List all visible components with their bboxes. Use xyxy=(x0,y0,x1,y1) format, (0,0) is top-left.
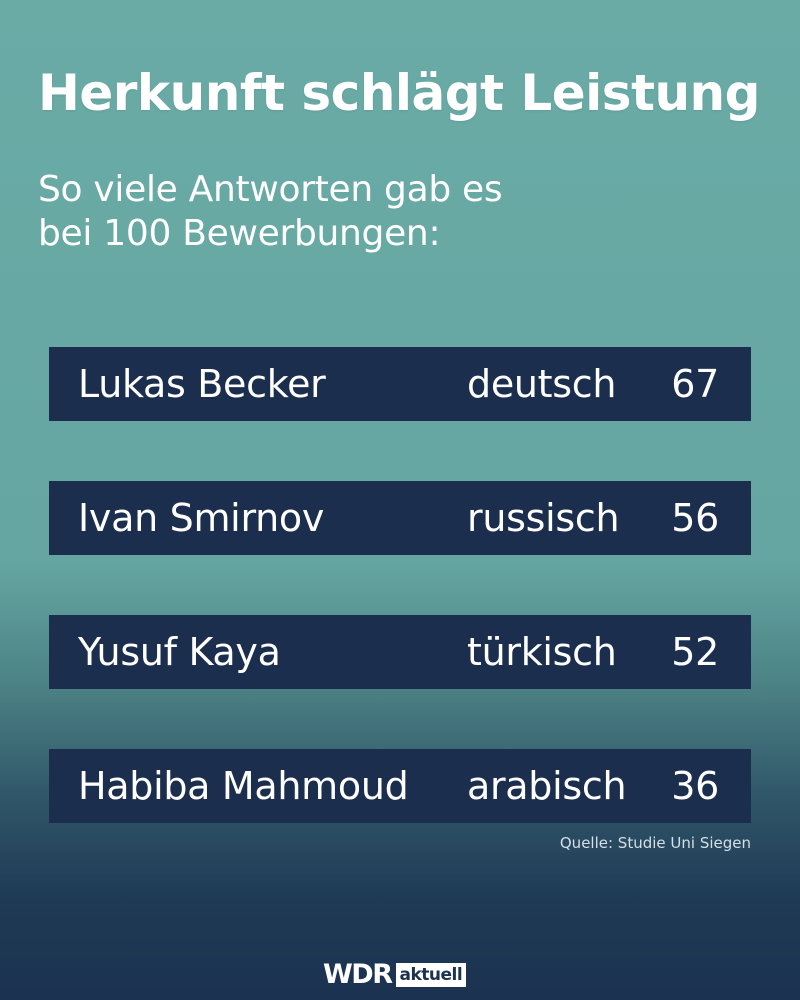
applicant-origin: arabisch xyxy=(467,764,627,808)
response-count: 67 xyxy=(671,362,719,406)
applicant-origin: deutsch xyxy=(467,362,617,406)
applicant-name: Habiba Mahmoud xyxy=(78,764,409,808)
table-row: Lukas Becker deutsch 67 xyxy=(49,347,751,421)
applicant-name: Ivan Smirnov xyxy=(78,496,325,540)
applicant-origin: russisch xyxy=(467,496,620,540)
table-row: Habiba Mahmoud arabisch 36 xyxy=(49,749,751,823)
logo-badge: aktuell xyxy=(396,963,467,987)
table-row: Ivan Smirnov russisch 56 xyxy=(49,481,751,555)
table-row: Yusuf Kaya türkisch 52 xyxy=(49,615,751,689)
applicant-name: Lukas Becker xyxy=(78,362,326,406)
source-note: Quelle: Studie Uni Siegen xyxy=(559,834,751,852)
page-title: Herkunft schlägt Leistung xyxy=(38,64,760,122)
logo-brand: WDR xyxy=(323,959,393,990)
subtitle-line-1: So viele Antworten gab es xyxy=(38,169,503,210)
wdr-aktuell-logo: WDR aktuell xyxy=(323,959,467,990)
subtitle: So viele Antworten gab es bei 100 Bewerb… xyxy=(38,168,658,256)
subtitle-line-2: bei 100 Bewerbungen: xyxy=(38,213,441,254)
applicant-origin: türkisch xyxy=(467,630,617,674)
response-count: 36 xyxy=(671,764,719,808)
results-table: Lukas Becker deutsch 67 Ivan Smirnov rus… xyxy=(49,347,751,823)
applicant-name: Yusuf Kaya xyxy=(78,630,281,674)
response-count: 52 xyxy=(671,630,719,674)
response-count: 56 xyxy=(671,496,719,540)
